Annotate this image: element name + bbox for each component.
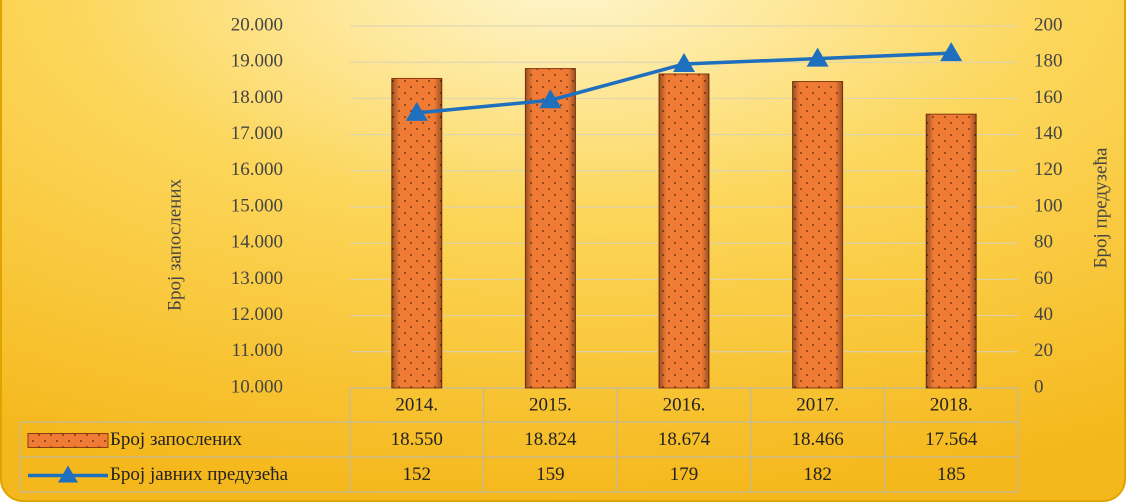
y2-tick-label: 20 [1034, 340, 1053, 361]
table-value: 18.824 [524, 429, 577, 450]
x-tick-label: 2015. [529, 394, 572, 415]
table-value: 179 [670, 464, 699, 485]
y-tick-label: 12.000 [231, 304, 283, 325]
y2-tick-label: 200 [1034, 14, 1063, 35]
x-tick-label: 2016. [663, 394, 706, 415]
legend-swatch [27, 433, 109, 448]
bar-shade [792, 81, 843, 389]
table-value: 18.674 [658, 429, 711, 450]
y2-tick-label: 80 [1034, 232, 1053, 253]
y-tick-label: 18.000 [231, 87, 283, 108]
y-tick-label: 16.000 [231, 159, 283, 180]
y2-tick-label: 180 [1034, 51, 1063, 72]
line-marker [673, 53, 695, 73]
x-tick-label: 2017. [796, 394, 839, 415]
table-value: 18.466 [791, 429, 843, 450]
y-tick-label: 17.000 [231, 123, 283, 144]
legend-label: Број јавних предузећа [110, 464, 289, 485]
table-value: 18.550 [391, 429, 443, 450]
line-marker [940, 42, 963, 62]
y2-tick-label: 40 [1034, 304, 1053, 325]
bar-shade [659, 74, 709, 389]
y-tick-label: 20.000 [231, 14, 283, 35]
y2-tick-label: 140 [1034, 123, 1063, 144]
line-marker [405, 101, 428, 121]
line-marker [539, 89, 562, 109]
x-tick-label: 2014. [395, 394, 438, 415]
y-tick-label: 14.000 [231, 232, 283, 253]
y2-tick-label: 100 [1034, 195, 1063, 216]
y-tick-label: 13.000 [231, 268, 283, 289]
y-tick-label: 11.000 [231, 340, 283, 361]
table-value: 152 [403, 464, 432, 485]
table-value: 17.564 [925, 429, 978, 450]
line-marker [806, 47, 829, 67]
table-value: 185 [937, 464, 966, 485]
y2-tick-label: 0 [1034, 376, 1044, 397]
bar-shade [926, 114, 977, 388]
y2-tick-label: 60 [1034, 268, 1053, 289]
y2-tick-label: 160 [1034, 87, 1063, 108]
bar-shade [525, 68, 576, 388]
y-axis-title: Број запослених [164, 179, 185, 311]
y-tick-label: 10.000 [231, 376, 283, 397]
table-value: 159 [536, 464, 565, 485]
y-tick-label: 15.000 [231, 195, 283, 216]
legend-label: Број запослених [110, 429, 242, 450]
y2-tick-label: 120 [1034, 159, 1063, 180]
y2-axis-title: Број предузећа [1090, 147, 1111, 268]
legend-swatch-marker [58, 465, 78, 483]
x-tick-label: 2018. [930, 394, 973, 415]
y-tick-label: 19.000 [231, 51, 283, 72]
bar-shade [391, 78, 442, 389]
table-value: 182 [803, 464, 832, 485]
